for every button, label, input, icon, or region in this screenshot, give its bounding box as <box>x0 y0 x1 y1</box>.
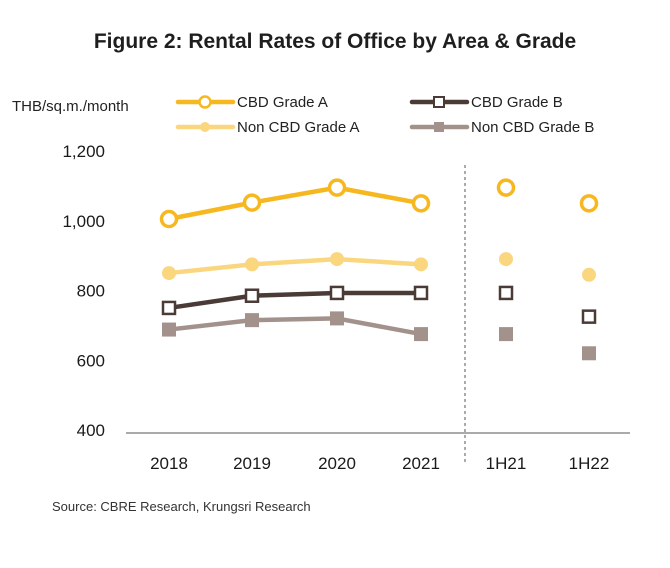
legend-marker-cbd-grade-b <box>433 96 445 108</box>
y-axis-label: THB/sq.m./month <box>12 98 129 115</box>
data-point-non-cbd-grade-a <box>414 257 428 272</box>
legend-label-cbd-grade-a: CBD Grade A <box>237 94 328 111</box>
data-point-cbd-grade-b <box>498 285 514 301</box>
data-point-cbd-grade-a <box>242 193 262 212</box>
data-point-cbd-grade-b <box>161 300 177 316</box>
x-tick-label: 2020 <box>318 454 356 473</box>
series-line-non-cbd-grade-a <box>166 256 424 276</box>
data-point-non-cbd-grade-a <box>330 252 344 267</box>
legend-label-cbd-grade-b: CBD Grade B <box>471 94 563 111</box>
data-point-non-cbd-grade-b <box>330 311 344 326</box>
x-tick-label: 1H21 <box>486 454 527 473</box>
data-point-cbd-grade-b <box>413 285 429 301</box>
data-point-non-cbd-grade-a <box>162 266 176 281</box>
x-tick-label: 1H22 <box>569 454 610 473</box>
y-tick-label: 800 <box>77 282 105 301</box>
legend-marker-non-cbd-grade-b <box>434 122 444 132</box>
series-line-cbd-grade-a <box>166 185 424 222</box>
y-tick-label: 400 <box>77 421 105 440</box>
series-line-non-cbd-grade-b <box>166 316 424 337</box>
source-note: Source: CBRE Research, Krungsri Research <box>52 499 311 514</box>
data-point-cbd-grade-a <box>159 209 179 229</box>
series-line-cbd-grade-b <box>166 290 424 311</box>
data-point-non-cbd-grade-a <box>582 267 596 282</box>
data-point-non-cbd-grade-b <box>499 327 513 342</box>
legend-marker-non-cbd-grade-a <box>200 122 210 132</box>
legend-label-non-cbd-grade-b: Non CBD Grade B <box>471 119 594 136</box>
x-tick-label: 2021 <box>402 454 440 473</box>
x-tick-label: 2018 <box>150 454 188 473</box>
data-point-non-cbd-grade-a <box>245 257 259 272</box>
data-point-cbd-grade-b <box>329 285 345 301</box>
legend-marker-cbd-grade-a <box>198 95 212 109</box>
data-point-non-cbd-grade-a <box>499 252 513 267</box>
legend-label-non-cbd-grade-a: Non CBD Grade A <box>237 119 360 136</box>
data-point-non-cbd-grade-b <box>582 346 596 361</box>
chart-title: Figure 2: Rental Rates of Office by Area… <box>93 30 577 53</box>
y-tick-label: 1,200 <box>62 142 105 161</box>
y-tick-label: 600 <box>77 351 105 370</box>
data-point-cbd-grade-a <box>496 178 516 197</box>
x-tick-label: 2019 <box>233 454 271 473</box>
data-point-non-cbd-grade-b <box>245 313 259 328</box>
y-tick-label: 1,000 <box>62 212 105 231</box>
data-point-non-cbd-grade-b <box>162 322 176 337</box>
data-point-cbd-grade-b <box>581 309 597 324</box>
data-point-cbd-grade-a <box>411 194 431 213</box>
data-point-cbd-grade-b <box>244 288 260 303</box>
data-point-non-cbd-grade-b <box>414 327 428 342</box>
data-point-cbd-grade-a <box>579 194 599 213</box>
data-point-cbd-grade-a <box>327 178 347 197</box>
